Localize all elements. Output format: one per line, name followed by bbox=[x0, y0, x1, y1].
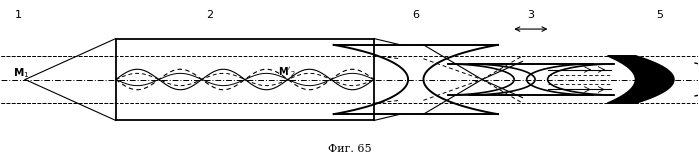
Text: $\mathbf{M'}_2$: $\mathbf{M'}_2$ bbox=[278, 65, 296, 79]
Text: $\mathbf{M}_1$: $\mathbf{M}_1$ bbox=[13, 66, 29, 80]
Text: 5: 5 bbox=[656, 10, 663, 20]
Polygon shape bbox=[607, 56, 674, 103]
Text: 6: 6 bbox=[412, 10, 419, 20]
Text: 2: 2 bbox=[206, 10, 213, 20]
Text: 1: 1 bbox=[15, 10, 22, 20]
Text: 3: 3 bbox=[527, 10, 534, 20]
Text: Фиг. 65: Фиг. 65 bbox=[328, 144, 371, 154]
